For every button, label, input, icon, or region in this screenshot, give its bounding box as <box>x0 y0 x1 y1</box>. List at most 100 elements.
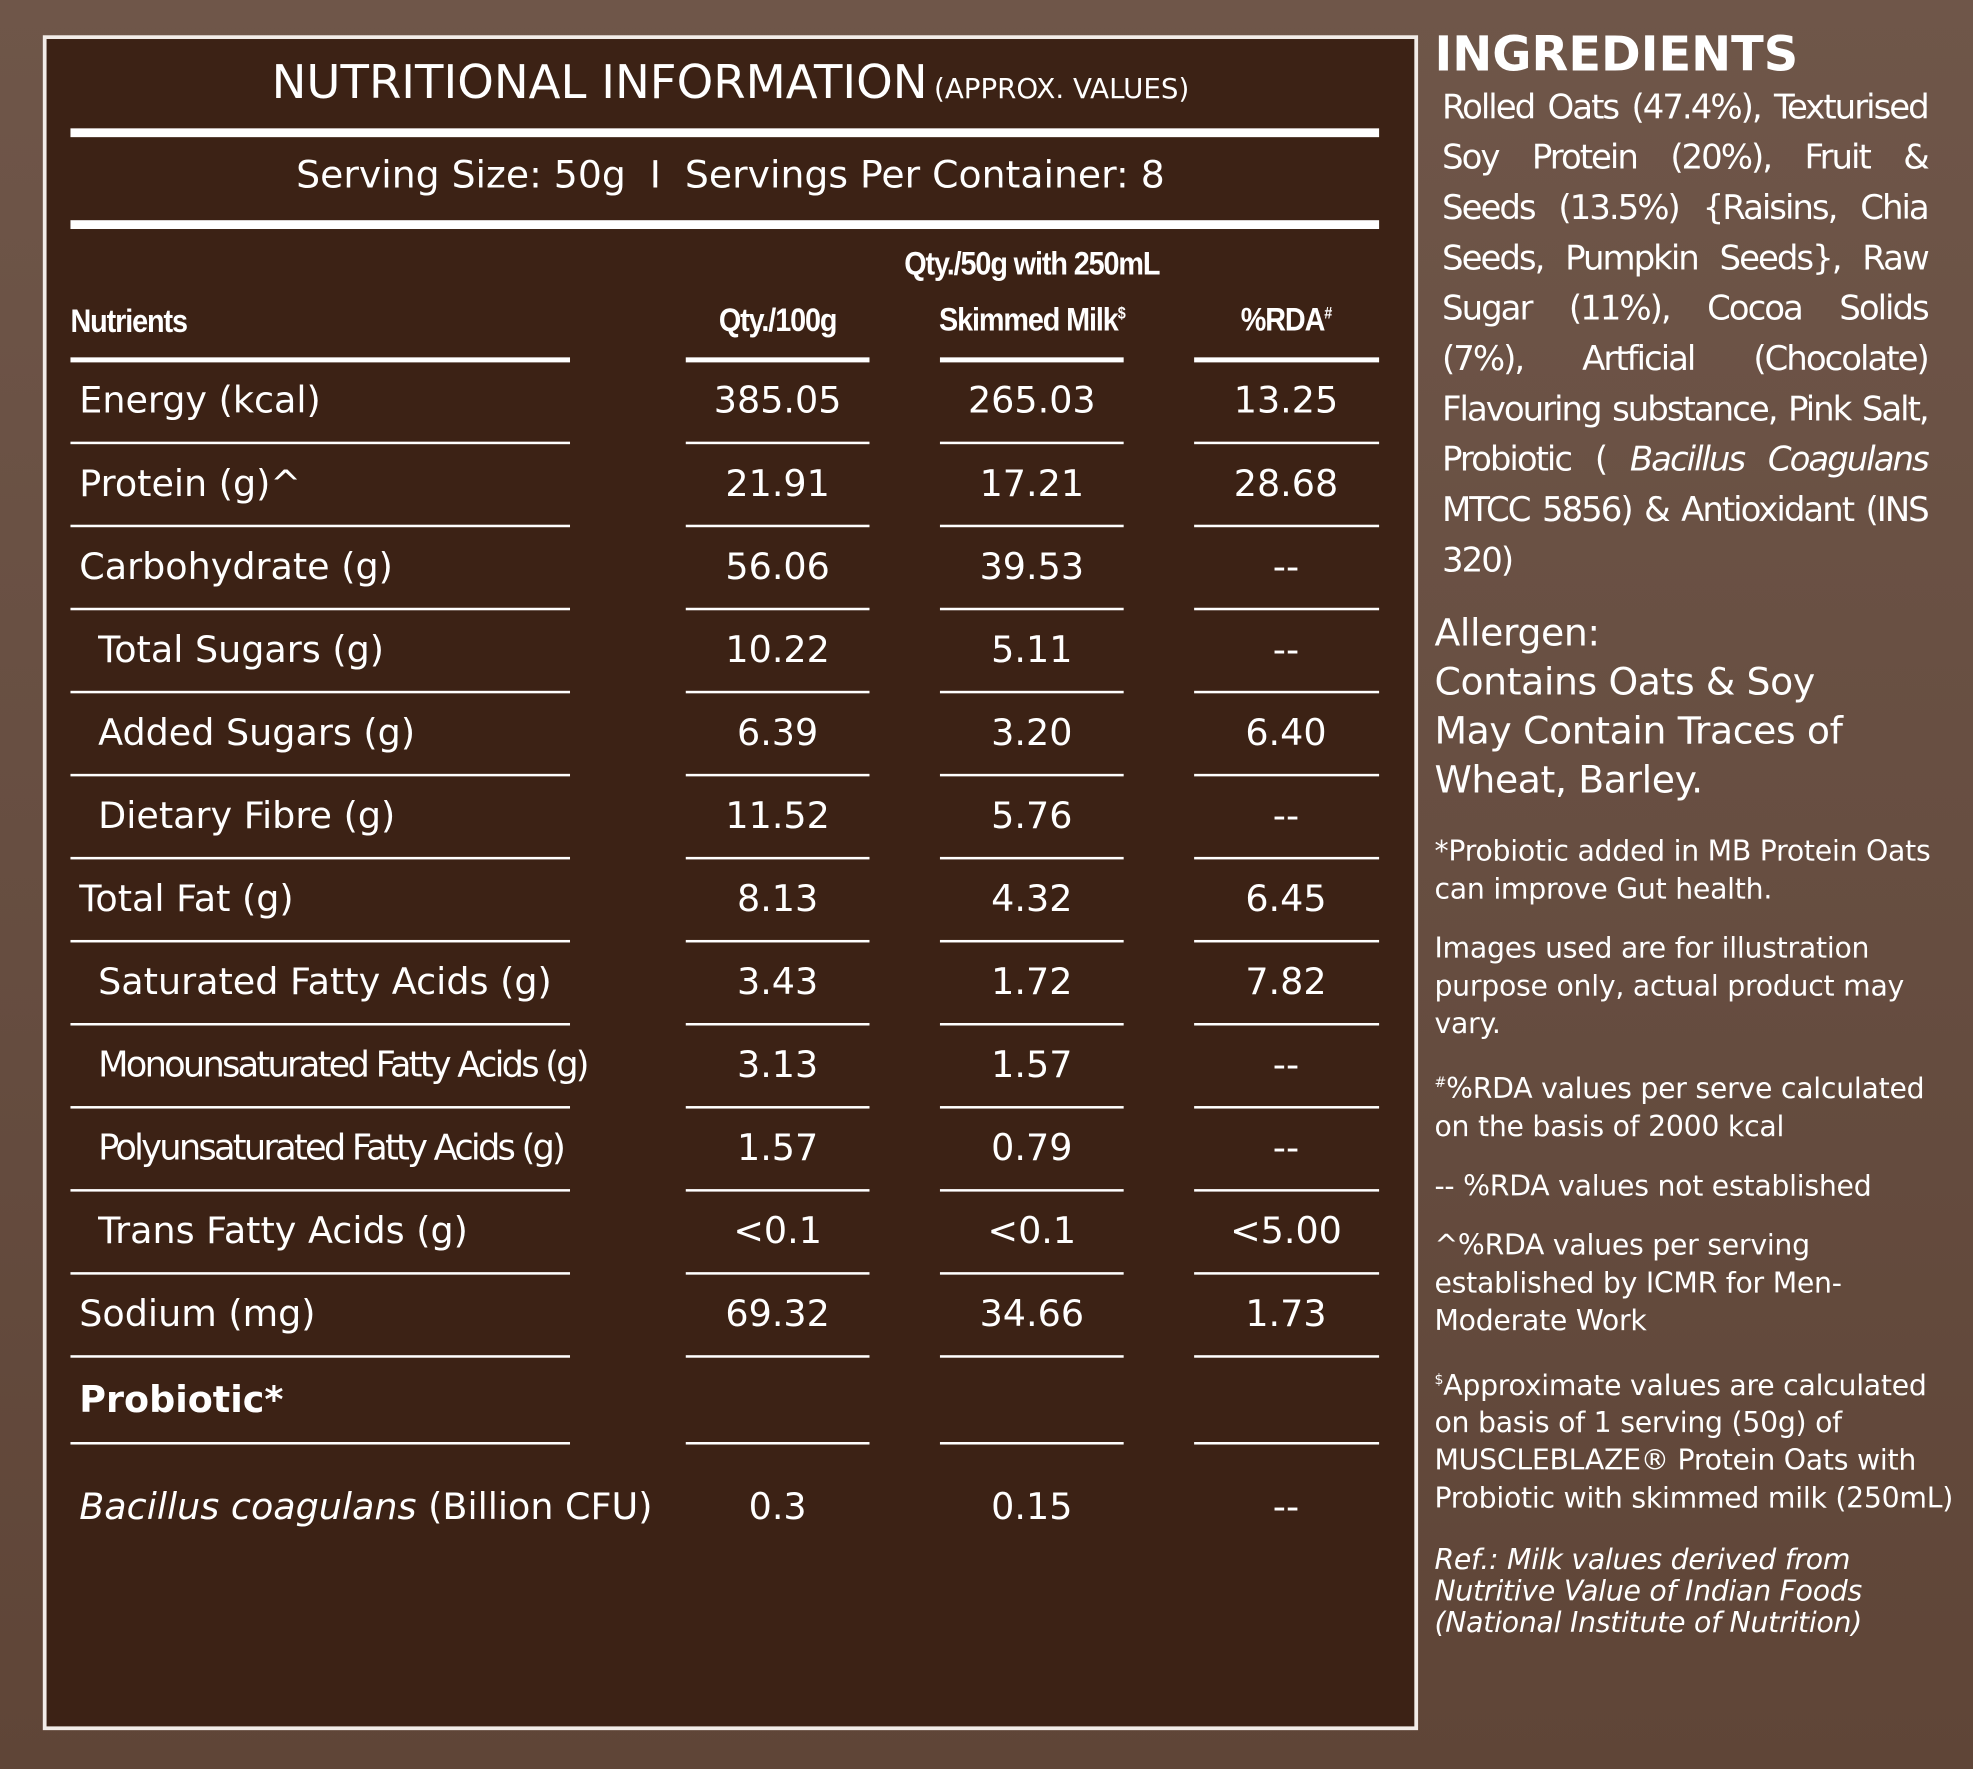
nutrient-value: 1.57 <box>736 1126 819 1169</box>
row-rule <box>1194 1189 1380 1192</box>
row-rule <box>1194 1355 1380 1358</box>
subtitle: (APPROX. VALUES) <box>934 74 1190 106</box>
probiotic-value: 0.15 <box>991 1484 1073 1528</box>
nutrient-value: -- <box>1272 793 1300 837</box>
probiotic-value: -- <box>1272 1484 1300 1528</box>
nutrient-name: Total Fat (g) <box>79 877 294 920</box>
row-rule <box>685 1022 870 1026</box>
nutrient-value: 17.21 <box>979 461 1085 505</box>
ingredients-part: MTCC 5856) & Antioxidant (INS 320) <box>1442 490 1930 581</box>
nutrient-value: 39.53 <box>979 544 1085 588</box>
note-sup: # <box>1434 1074 1447 1091</box>
nutrient-value: 69.32 <box>725 1292 830 1336</box>
row-rule <box>1194 607 1380 611</box>
row-rule <box>70 441 571 445</box>
row-rule <box>939 939 1124 943</box>
nutrient-value: 8.13 <box>736 877 819 920</box>
row-rule <box>1194 856 1380 860</box>
row-rule <box>685 441 870 445</box>
row-rule <box>685 1189 870 1192</box>
row-rule <box>70 1355 571 1358</box>
row-rule <box>1194 1442 1380 1445</box>
nutrient-name: Saturated Fatty Acids (g) <box>98 960 552 1003</box>
row-rule <box>939 1355 1124 1358</box>
column-header-text: Nutrients <box>70 301 188 340</box>
nutrient-value: -- <box>1272 627 1300 671</box>
column-header-text: %RDA <box>1240 300 1326 339</box>
row-rule <box>70 690 571 694</box>
ingredients-part: Rolled Oats (47.4%), Texturised Soy Prot… <box>1442 88 1930 480</box>
row-rule <box>1194 524 1380 528</box>
row-rule <box>685 1442 870 1445</box>
nutrient-name: Sodium (mg) <box>79 1292 316 1336</box>
allergen: Allergen: Contains Oats & Soy May Contain… <box>1434 609 1962 805</box>
column-header: %RDA# <box>1120 289 1452 345</box>
note-sup: $ <box>1434 1370 1444 1388</box>
nutrient-value: -- <box>1272 544 1300 588</box>
row-rule <box>685 607 870 611</box>
nutrient-name: Monounsaturated Fatty Acids (g) <box>98 1043 589 1086</box>
nutrient-name: Dietary Fibre (g) <box>98 793 396 837</box>
row-rule <box>1194 939 1380 943</box>
row-rule <box>70 607 571 611</box>
nutrient-value: 3.20 <box>991 710 1073 754</box>
row-rule <box>939 441 1124 445</box>
probiotic-value: 0.3 <box>748 1484 807 1528</box>
row-rule <box>70 1272 571 1275</box>
note: Images used are for illustration purpose… <box>1434 932 1905 1041</box>
nutrient-value: 1.72 <box>991 960 1073 1003</box>
row-rule <box>939 607 1124 611</box>
allergen-title: Allergen: <box>1434 611 1600 656</box>
row-rule <box>1194 357 1380 363</box>
nutrient-value: 7.82 <box>1245 960 1327 1003</box>
column-header-sup: $ <box>1117 303 1126 323</box>
nutrient-value: 6.40 <box>1245 710 1327 754</box>
row-rule <box>939 1272 1124 1275</box>
nutrient-value: -- <box>1272 1043 1300 1086</box>
row-rule <box>685 1106 870 1109</box>
row-rule <box>1194 1022 1380 1026</box>
note-text: %RDA values per serve calculated on the … <box>1434 1072 1925 1144</box>
probiotic-species: Bacillus coagulans <box>79 1484 417 1528</box>
row-rule <box>70 1106 571 1109</box>
probiotic-unit: (Billion CFU) <box>428 1484 653 1528</box>
rule <box>70 128 1380 138</box>
row-rule <box>685 939 870 943</box>
title: NUTRITIONAL INFORMATION <box>271 55 928 110</box>
nutrient-value: <5.00 <box>1230 1209 1342 1253</box>
row-rule <box>939 357 1124 363</box>
row-rule <box>685 1355 870 1358</box>
nutrient-value: 21.91 <box>725 461 830 505</box>
nutrient-name: Trans Fatty Acids (g) <box>98 1209 468 1253</box>
nutrient-value: -- <box>1272 1126 1300 1169</box>
note: $Approximate values are calculated on ba… <box>1434 1361 1962 1518</box>
row-rule <box>939 1106 1124 1109</box>
nutrient-name: Carbohydrate (g) <box>79 544 393 588</box>
row-rule <box>70 939 571 943</box>
row-rule <box>1194 690 1380 694</box>
nutrient-value: 4.32 <box>991 877 1073 920</box>
row-rule <box>1194 1106 1380 1109</box>
nutrient-value: 385.05 <box>713 378 842 422</box>
row-rule <box>939 690 1124 694</box>
row-rule <box>685 773 870 777</box>
probiotic-heading: Probiotic* <box>79 1377 284 1421</box>
note-text: Approximate values are calculated on bas… <box>1434 1369 1954 1515</box>
column-header: Qty./100g <box>612 294 944 344</box>
title-line: NUTRITIONAL INFORMATION (APPROX. VALUES) <box>43 55 1418 109</box>
nutrient-name: Protein (g)^ <box>79 461 302 505</box>
ingredients-text: Rolled Oats (47.4%), Texturised Soy Prot… <box>1442 83 1930 586</box>
row-rule <box>685 524 870 528</box>
column-header: Qty./50g with 250mL Skimmed Milk$ <box>888 238 1176 345</box>
row-rule <box>939 1189 1124 1192</box>
nutrient-value: 0.79 <box>991 1126 1073 1169</box>
note: ^%RDA values per serving established by … <box>1434 1228 1842 1337</box>
rule <box>70 220 1380 230</box>
allergen-line: May Contain Traces of Wheat, Barley. <box>1434 709 1843 803</box>
nutrient-value: 13.25 <box>1233 378 1339 422</box>
ingredients-italic: Bacillus Coagulans <box>1629 440 1930 480</box>
row-rule <box>685 856 870 860</box>
row-rule <box>70 357 571 363</box>
column-header-sup: # <box>1324 303 1332 323</box>
